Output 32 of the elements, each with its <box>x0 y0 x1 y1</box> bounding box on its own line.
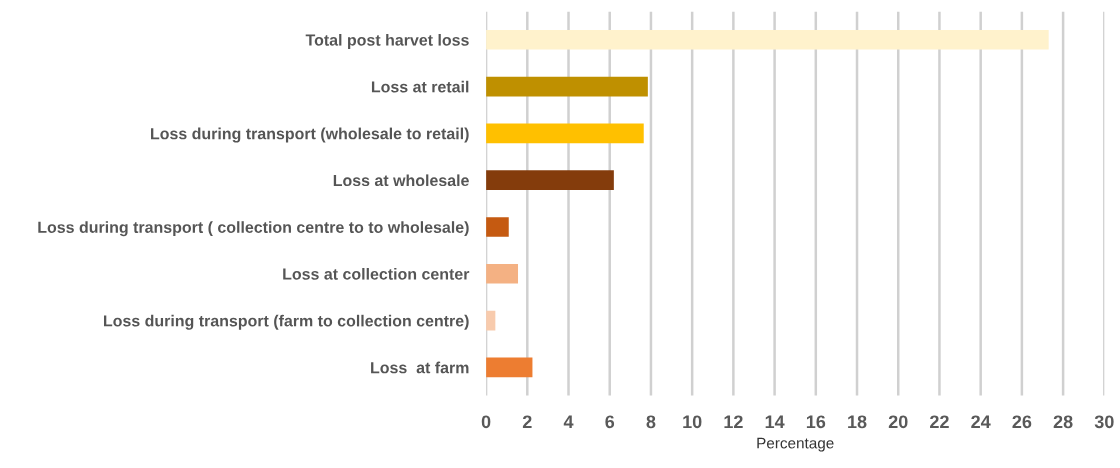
bar <box>486 170 614 191</box>
bar <box>486 263 519 284</box>
x-tick-label: 8 <box>646 415 656 429</box>
y-tick-label: Loss at collection center <box>283 267 470 280</box>
x-tick-label: 4 <box>563 415 574 428</box>
x-tick-label: 20 <box>888 415 908 429</box>
x-tick-label: 22 <box>930 415 949 428</box>
x-tick-label: 6 <box>605 415 615 429</box>
y-tick-label: Loss during transport (wholesale to retail) <box>151 127 469 143</box>
x-tick-label: 2 <box>522 415 532 428</box>
x-tick-label: 30 <box>1094 415 1114 429</box>
x-tick-label: 0 <box>481 415 491 429</box>
x-tick-label: 24 <box>971 415 991 428</box>
bar <box>486 76 648 97</box>
x-tick-label: 16 <box>806 415 826 429</box>
bar <box>486 123 644 144</box>
bar <box>486 357 533 378</box>
x-tick-label: 12 <box>724 415 743 428</box>
x-axis-title: Percentage <box>757 437 834 452</box>
bar <box>486 29 1049 50</box>
y-tick-label: Loss at farm <box>371 361 469 374</box>
y-tick-label: Loss during transport ( collection centre to to wholesale) <box>38 221 469 237</box>
y-tick-label: Loss during transport (farm to collection centre) <box>104 314 469 330</box>
x-tick-label: 28 <box>1053 415 1073 429</box>
x-tick-label: 10 <box>683 415 702 429</box>
y-tick-label: Loss at wholesale <box>333 174 469 187</box>
x-tick-label: 18 <box>848 415 867 429</box>
y-tick-label: Total post harvet loss <box>305 33 469 49</box>
x-tick-label: 26 <box>1012 415 1032 429</box>
bar <box>486 217 509 237</box>
y-tick-label: Loss at retail <box>371 80 469 93</box>
x-tick-label: 14 <box>765 415 785 428</box>
